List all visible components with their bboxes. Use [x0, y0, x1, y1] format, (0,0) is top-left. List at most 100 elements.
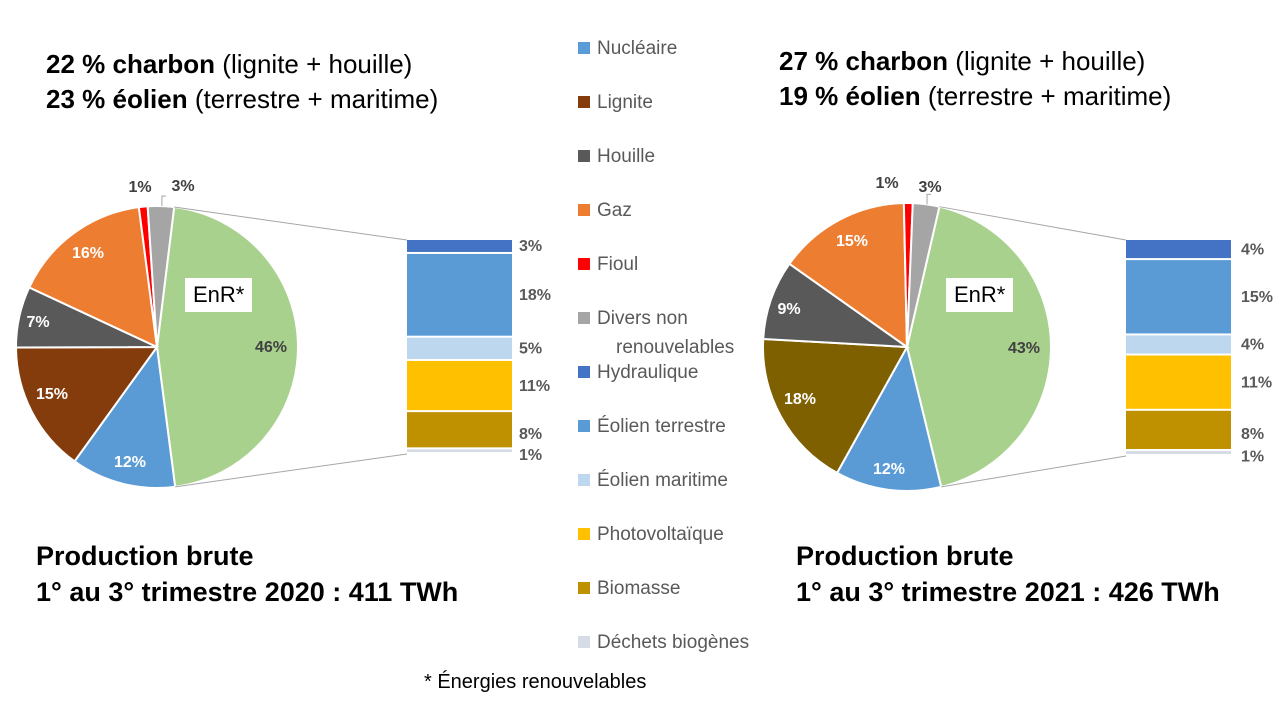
- bar-segment: [407, 449, 512, 452]
- pie-label: 43%: [1008, 340, 1040, 357]
- legend-label: Divers non renouvelables: [597, 308, 735, 358]
- footer-2020: Production brute 1° au 3° trimestre 2020…: [36, 538, 458, 610]
- headline-2021-wind-detail: (terrestre + maritime): [920, 81, 1172, 111]
- legend-item: Éolien maritime: [578, 466, 728, 495]
- connector-line: [174, 206, 408, 241]
- bar-segment: [1126, 335, 1231, 354]
- legend-swatch-icon: [578, 366, 590, 378]
- pie-label: 3%: [171, 178, 194, 195]
- connector-line: [941, 455, 1127, 488]
- legend-label: Houille: [597, 146, 656, 167]
- bar-label: 4%: [1241, 241, 1264, 258]
- footer-2020-period: 1° au 3° trimestre 2020 : 411 TWh: [36, 577, 459, 607]
- headline-2021-wind: 19 % éolien: [779, 81, 921, 111]
- legend-item: Photovoltaïque: [578, 520, 724, 549]
- pie-label: 15%: [836, 233, 868, 250]
- legend-label: Photovoltaïque: [597, 524, 724, 545]
- bar-label: 4%: [1241, 337, 1264, 354]
- pie-slice: [155, 205, 300, 488]
- legend-swatch-icon: [578, 582, 590, 594]
- legend-item: Déchets biogènes: [578, 628, 749, 657]
- bar-label: 5%: [519, 341, 542, 358]
- footer-2021: Production brute 1° au 3° trimestre 2021…: [796, 538, 1220, 610]
- pie-slice: [762, 262, 911, 349]
- bar-segment: [1126, 450, 1231, 454]
- bar-label: 11%: [519, 378, 550, 395]
- bar-segment: [1126, 260, 1231, 334]
- headline-2020-wind-detail: (terrestre + maritime): [187, 84, 439, 114]
- enr-breakdown-bar-2021: 4% 15% 4% 11% 8% 1%: [939, 206, 1273, 488]
- enr-label-2021: EnR*: [946, 278, 1014, 312]
- bar-label: 1%: [1241, 449, 1264, 466]
- legend-swatch-icon: [578, 258, 590, 270]
- headline-2020-coal: 22 % charbon: [46, 49, 216, 79]
- pie-label: 3%: [918, 179, 941, 196]
- bar-label: 15%: [1241, 289, 1273, 306]
- bar-segment: [407, 412, 512, 448]
- legend-label: Hydraulique: [597, 362, 699, 383]
- legend-item: Houille: [578, 142, 655, 171]
- bar-label: 8%: [1241, 426, 1264, 443]
- bar-label: 18%: [519, 287, 551, 304]
- legend-swatch-icon: [578, 528, 590, 540]
- legend-swatch-icon: [578, 312, 590, 324]
- legend-label: Éolien maritime: [597, 470, 728, 491]
- pie-slice: [905, 205, 1052, 489]
- pie-label: 12%: [873, 461, 905, 478]
- pie-slice: [73, 344, 177, 489]
- pie-slice: [146, 205, 176, 348]
- pie-label: 1%: [875, 175, 898, 192]
- legend-item: Nucléaire: [578, 34, 677, 63]
- headline-2020-wind: 23 % éolien: [46, 84, 188, 114]
- pie-label: 46%: [255, 339, 287, 356]
- bar-label: 8%: [519, 426, 542, 443]
- bar-label: 1%: [519, 447, 542, 464]
- pie-label: 12%: [114, 454, 146, 471]
- legend-swatch-icon: [578, 96, 590, 108]
- legend-swatch-icon: [578, 420, 590, 432]
- bar-segment: [1126, 410, 1231, 449]
- legend-swatch-icon: [578, 474, 590, 486]
- headline-2020: 22 % charbon (lignite + houille) 23 % éo…: [46, 47, 438, 117]
- pie-label: 9%: [777, 301, 800, 318]
- pie-slice: [762, 337, 909, 475]
- footer-2021-period: 1° au 3° trimestre 2021 : 426 TWh: [796, 577, 1220, 607]
- pie-label: 16%: [72, 245, 104, 262]
- legend-label: Lignite: [597, 92, 653, 113]
- legend-item: Hydraulique: [578, 358, 698, 387]
- headline-2021-coal: 27 % charbon: [779, 46, 949, 76]
- legend-swatch-icon: [578, 204, 590, 216]
- bar-segment: [407, 360, 512, 411]
- headline-2021-coal-detail: (lignite + houille): [948, 46, 1146, 76]
- pie-slice: [788, 202, 909, 349]
- legend-label: Déchets biogènes: [597, 632, 750, 653]
- pie-slice: [27, 206, 159, 349]
- headline-2021: 27 % charbon (lignite + houille) 19 % éo…: [779, 44, 1171, 114]
- pie-slice: [835, 344, 943, 492]
- bar-segment: [407, 240, 512, 252]
- legend-item: Gaz: [578, 196, 632, 225]
- pie-chart-2020: 46% 12% 15% 7% 16% 1% 3%: [14, 178, 300, 489]
- bar-label: 3%: [519, 238, 542, 255]
- bar-label: 11%: [1241, 374, 1272, 391]
- connector-line: [175, 453, 408, 488]
- footer-2020-title: Production brute: [36, 541, 254, 571]
- enr-label-2020: EnR*: [185, 278, 253, 312]
- footer-2021-title: Production brute: [796, 541, 1014, 571]
- footnote: * Énergies renouvelables: [424, 671, 647, 693]
- legend-item: Biomasse: [578, 574, 680, 603]
- bar-segment: [407, 253, 512, 336]
- bar-segment: [407, 337, 512, 359]
- pie-slice: [14, 345, 159, 463]
- legend-item: Divers non renouvelables: [578, 304, 734, 362]
- pie-label: 1%: [128, 179, 151, 196]
- connector-line: [939, 206, 1127, 241]
- legend-swatch-icon: [578, 42, 590, 54]
- bar-segment: [1126, 240, 1231, 259]
- enr-breakdown-bar-2020: 3% 18% 5% 11% 8% 1%: [174, 206, 551, 488]
- legend-label: Gaz: [597, 200, 632, 221]
- headline-2020-coal-detail: (lignite + houille): [215, 49, 413, 79]
- pie-label: 15%: [36, 386, 68, 403]
- pie-slice: [906, 202, 941, 348]
